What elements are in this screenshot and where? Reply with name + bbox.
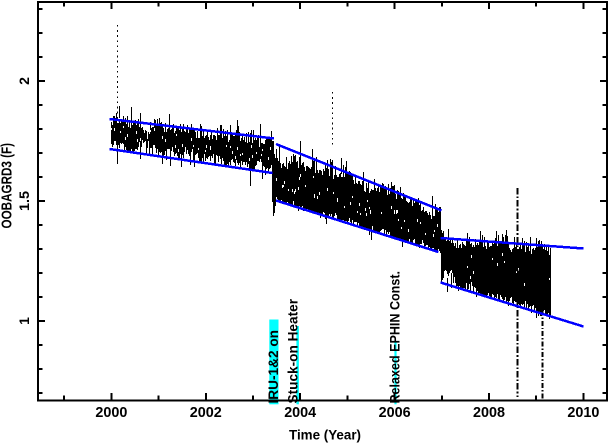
svg-text:2006: 2006 bbox=[379, 405, 411, 421]
svg-text:1: 1 bbox=[16, 317, 32, 325]
svg-text:2000: 2000 bbox=[95, 405, 127, 421]
svg-text:2010: 2010 bbox=[567, 405, 599, 421]
svg-text:OOBAGRD3 (F): OOBAGRD3 (F) bbox=[0, 143, 16, 229]
svg-text:2004: 2004 bbox=[284, 405, 316, 421]
svg-text:Time (Year): Time (Year) bbox=[289, 427, 361, 443]
svg-text:2002: 2002 bbox=[190, 405, 222, 421]
svg-text:1.5: 1.5 bbox=[16, 191, 32, 211]
svg-text:IRU-1&2 on: IRU-1&2 on bbox=[265, 330, 281, 404]
svg-text:Stuck-on Heater: Stuck-on Heater bbox=[285, 298, 301, 403]
svg-text:2008: 2008 bbox=[473, 405, 505, 421]
svg-text:2: 2 bbox=[16, 77, 32, 85]
svg-text:Relaxed EPHIN Const.: Relaxed EPHIN Const. bbox=[387, 271, 403, 404]
